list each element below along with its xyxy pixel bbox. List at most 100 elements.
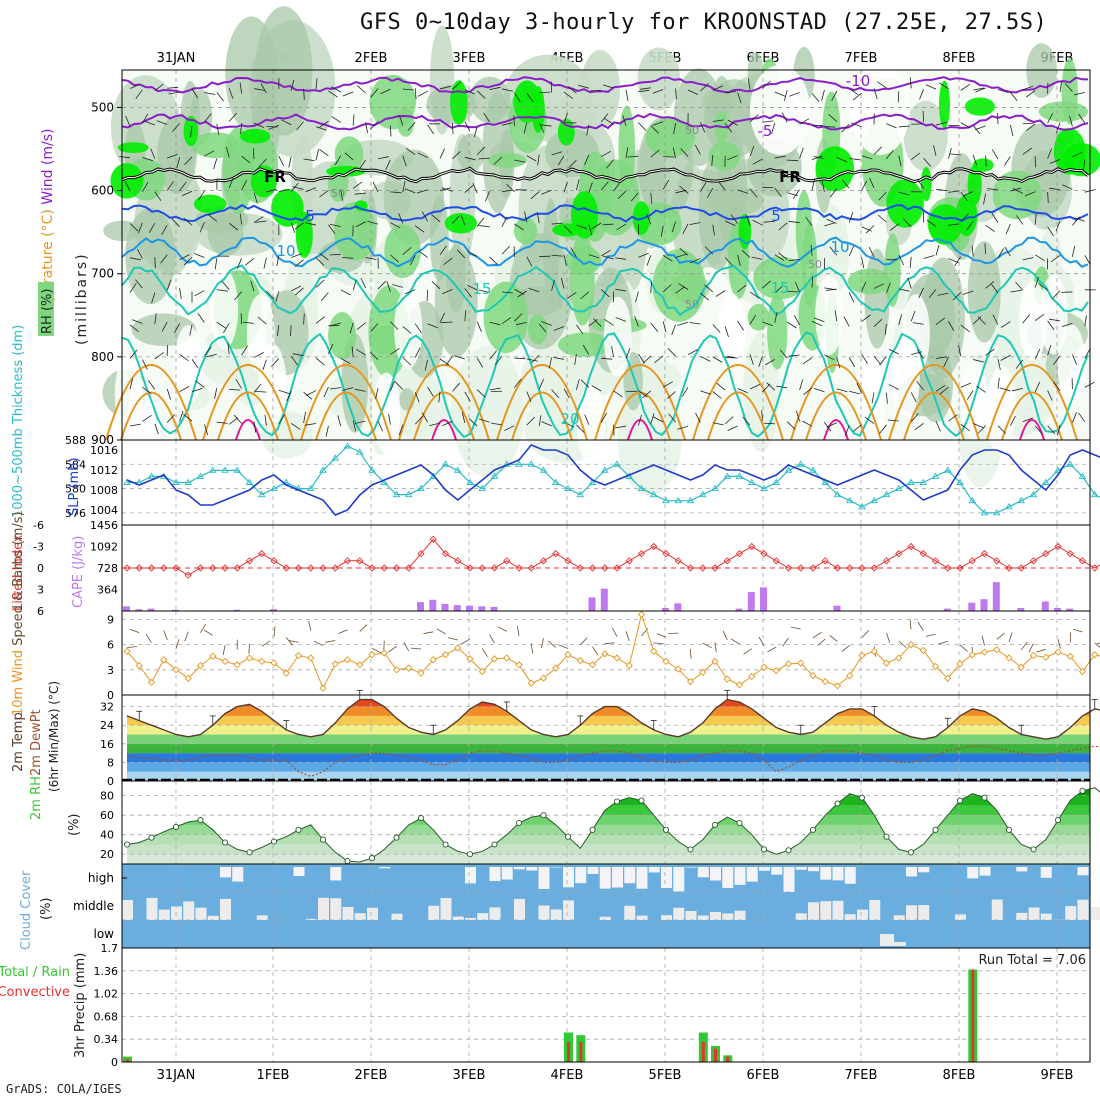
date-label-bottom-6: 6FEB (747, 1068, 780, 1083)
wind-barb (352, 279, 357, 291)
temp-band (127, 715, 1090, 726)
thickness-point (527, 460, 536, 467)
wind-speed-point (1017, 663, 1025, 671)
wind-barb (864, 416, 875, 424)
wind-barb (168, 91, 180, 95)
wind-speed-point (576, 656, 584, 665)
wind-barb (303, 88, 305, 100)
lifted-index-point (1091, 564, 1099, 572)
contour-label: 20 (560, 410, 579, 428)
wind-barb (439, 245, 447, 256)
rh2m-point (319, 836, 327, 843)
cloud-gap-middle (305, 918, 317, 920)
wind-barb (700, 122, 706, 133)
wind-barb (588, 224, 593, 236)
wind-barb (706, 187, 714, 198)
wind-barb (887, 419, 899, 422)
wind-barb (779, 349, 788, 359)
wind-barb (751, 256, 763, 260)
cape-bar (478, 606, 486, 611)
rh-fill-bright (193, 194, 227, 214)
wind-speed-point (588, 661, 597, 669)
wind-barb (221, 281, 230, 290)
wind-barb (650, 282, 652, 294)
wind-speed-point (539, 674, 548, 682)
y-tick-label: 24 (100, 719, 114, 732)
wind-barb (811, 320, 823, 327)
wind-barb (501, 317, 512, 325)
thickness-point (245, 478, 254, 485)
wind-barb (229, 388, 241, 391)
lifted-index-point (650, 542, 658, 551)
cloud-gap-middle (220, 898, 231, 920)
temp-contour-35 (235, 419, 261, 441)
wind-barb (828, 114, 838, 122)
wind-barb (1034, 313, 1045, 321)
wind-barb-10m (925, 633, 936, 637)
wind-barb (650, 192, 653, 204)
wind-barb (370, 323, 379, 332)
wind-barb (476, 357, 484, 368)
wind-barb (663, 381, 673, 388)
lifted-index-point (944, 564, 952, 572)
wind-barb (294, 222, 304, 230)
wind-barb (792, 189, 800, 199)
wind-barb (1004, 246, 1011, 257)
wind-barb (672, 147, 676, 159)
wind-barb (255, 220, 267, 223)
wind-barb (414, 415, 423, 425)
wind-barb (342, 257, 354, 259)
wind-barb (878, 191, 887, 201)
cloud-gap-middle (158, 909, 170, 920)
wind-barb (1022, 417, 1034, 423)
wind-barb (303, 313, 305, 325)
rh-fill-bright (117, 142, 149, 154)
wind-barb (985, 224, 995, 232)
wind-barb (377, 421, 383, 432)
wind-barb (591, 222, 602, 229)
wind-barb (922, 110, 924, 122)
wind-barb (973, 359, 984, 363)
wind-barb-10m (423, 631, 434, 635)
wind-barb (916, 381, 924, 391)
wind-barb (390, 191, 402, 194)
wind-barb (834, 310, 838, 322)
wind-barb (142, 414, 152, 422)
rh2m-point (515, 819, 523, 827)
wind-barb (766, 382, 776, 391)
wind-barb (260, 83, 267, 94)
wind-barb-10m (1035, 648, 1046, 653)
lifted-index-point (368, 564, 376, 572)
wind-barb (390, 321, 399, 330)
cape-bar (588, 597, 596, 611)
wind-barb (737, 284, 747, 293)
temp-contour-30 (315, 391, 377, 441)
lifted-index-point (772, 557, 780, 565)
y-tick-label: 32 (100, 701, 114, 714)
wind-barb-10m (530, 643, 534, 654)
cloud-gap-middle (955, 914, 966, 920)
wind-barb (501, 216, 508, 227)
wind-barb (877, 81, 887, 89)
wind-barb (911, 351, 922, 356)
cloud-gap-high (379, 867, 391, 869)
thickness-point (784, 466, 793, 473)
wind-barb (252, 147, 255, 160)
cape-bar (417, 602, 424, 611)
wind-barb (948, 190, 960, 193)
wind-speed-point (980, 648, 989, 656)
wind-barb (417, 90, 428, 97)
wind-barb (639, 87, 651, 90)
wind-barb (526, 256, 533, 267)
wind-barb (523, 122, 528, 134)
cloud-gap-middle (857, 909, 868, 920)
temp-contour-25 (594, 364, 686, 441)
wind-barb (563, 112, 568, 124)
cloud-gap-middle (354, 913, 366, 920)
y-tick-label: 0 (107, 689, 114, 702)
cloud-gap-middle (1016, 912, 1028, 920)
wind-barb (173, 323, 180, 334)
ylabel-slp: SLP (mb) (67, 457, 82, 516)
thickness-point (257, 490, 266, 498)
wind-barb (315, 357, 325, 366)
